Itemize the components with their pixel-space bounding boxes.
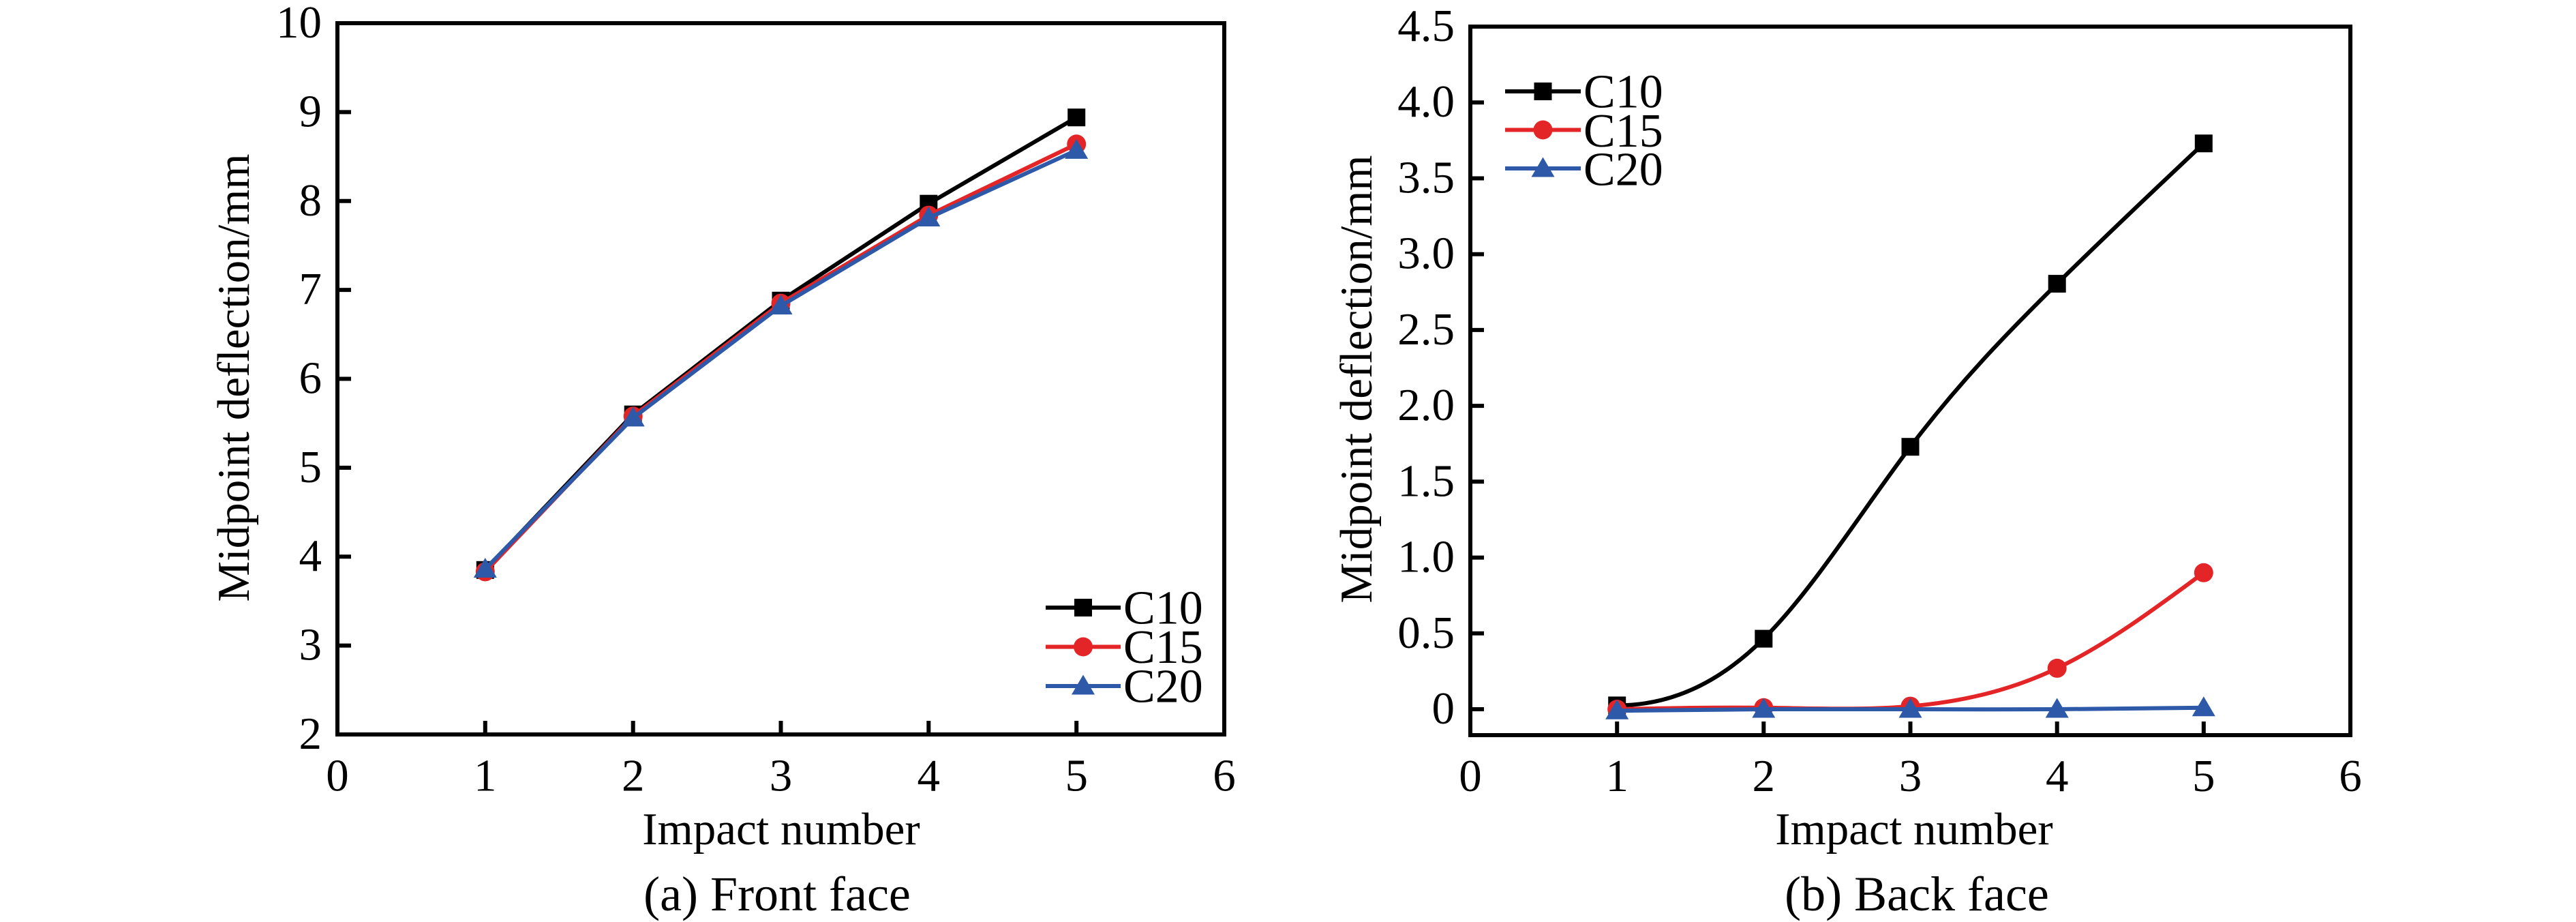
svg-text:Impact number: Impact number [642, 804, 920, 854]
svg-text:1: 1 [1605, 751, 1628, 801]
svg-text:0: 0 [326, 751, 349, 801]
svg-text:0.5: 0.5 [1397, 608, 1455, 658]
svg-text:Midpoint deflection/mm: Midpoint deflection/mm [1331, 155, 1382, 604]
svg-text:5: 5 [1065, 751, 1088, 801]
svg-text:6: 6 [1213, 751, 1236, 801]
svg-text:2: 2 [1753, 751, 1776, 801]
svg-text:(a) Front face: (a) Front face [643, 867, 911, 921]
svg-text:3.0: 3.0 [1397, 228, 1455, 279]
svg-text:C10: C10 [1123, 582, 1203, 634]
svg-text:(b) Back face: (b) Back face [1785, 867, 2049, 921]
svg-text:C20: C20 [1123, 660, 1203, 713]
svg-text:6: 6 [299, 353, 322, 404]
svg-text:4.0: 4.0 [1397, 76, 1455, 127]
svg-text:Midpoint deflection/mm: Midpoint deflection/mm [209, 154, 259, 602]
svg-text:2.5: 2.5 [1397, 304, 1455, 355]
svg-text:C10: C10 [1584, 65, 1663, 118]
svg-text:7: 7 [299, 264, 322, 314]
svg-text:1.0: 1.0 [1397, 532, 1455, 582]
svg-text:3.5: 3.5 [1397, 153, 1455, 203]
svg-text:4: 4 [299, 531, 322, 581]
svg-text:5: 5 [2192, 751, 2215, 801]
svg-text:1.5: 1.5 [1397, 456, 1455, 506]
svg-text:6: 6 [2339, 751, 2362, 801]
svg-text:C15: C15 [1123, 621, 1203, 674]
svg-text:5: 5 [299, 442, 322, 492]
svg-text:C15: C15 [1584, 105, 1663, 158]
svg-text:C20: C20 [1584, 143, 1663, 196]
svg-text:4: 4 [2046, 751, 2069, 801]
svg-text:3: 3 [1899, 751, 1922, 801]
svg-text:4: 4 [918, 751, 941, 801]
svg-text:9: 9 [299, 86, 322, 136]
svg-text:2.0: 2.0 [1397, 380, 1455, 430]
svg-text:0: 0 [1459, 751, 1482, 801]
svg-text:2: 2 [299, 709, 322, 759]
svg-text:3: 3 [770, 751, 793, 801]
svg-text:8: 8 [299, 175, 322, 226]
svg-text:1: 1 [474, 751, 497, 801]
svg-text:Impact number: Impact number [1775, 804, 2052, 854]
svg-text:10: 10 [276, 0, 322, 48]
svg-text:0: 0 [1432, 683, 1455, 734]
svg-text:2: 2 [622, 751, 645, 801]
svg-text:3: 3 [299, 620, 322, 670]
svg-text:4.5: 4.5 [1397, 1, 1455, 51]
